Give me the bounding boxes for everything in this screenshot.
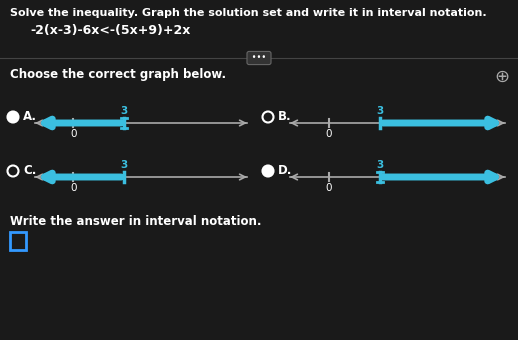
Text: Choose the correct graph below.: Choose the correct graph below. (10, 68, 226, 81)
Text: 0: 0 (325, 183, 332, 193)
Circle shape (7, 112, 19, 122)
Text: •••: ••• (249, 53, 269, 63)
Text: -2(x-3)-6x<-(5x+9)+2x: -2(x-3)-6x<-(5x+9)+2x (30, 24, 191, 37)
Text: Write the answer in interval notation.: Write the answer in interval notation. (10, 215, 262, 228)
Text: 3: 3 (120, 106, 127, 116)
Text: 3: 3 (377, 106, 384, 116)
Circle shape (7, 166, 19, 176)
Text: D.: D. (278, 165, 292, 177)
Text: A.: A. (23, 110, 37, 123)
Text: 3: 3 (377, 160, 384, 170)
Text: Solve the inequality. Graph the solution set and write it in interval notation.: Solve the inequality. Graph the solution… (10, 8, 486, 18)
Circle shape (263, 166, 274, 176)
Text: ⊕: ⊕ (495, 68, 510, 86)
Text: B.: B. (278, 110, 292, 123)
Text: 0: 0 (70, 183, 77, 193)
Text: 3: 3 (120, 160, 127, 170)
Text: 0: 0 (70, 129, 77, 139)
Text: C.: C. (23, 165, 36, 177)
Text: 0: 0 (325, 129, 332, 139)
Circle shape (263, 112, 274, 122)
